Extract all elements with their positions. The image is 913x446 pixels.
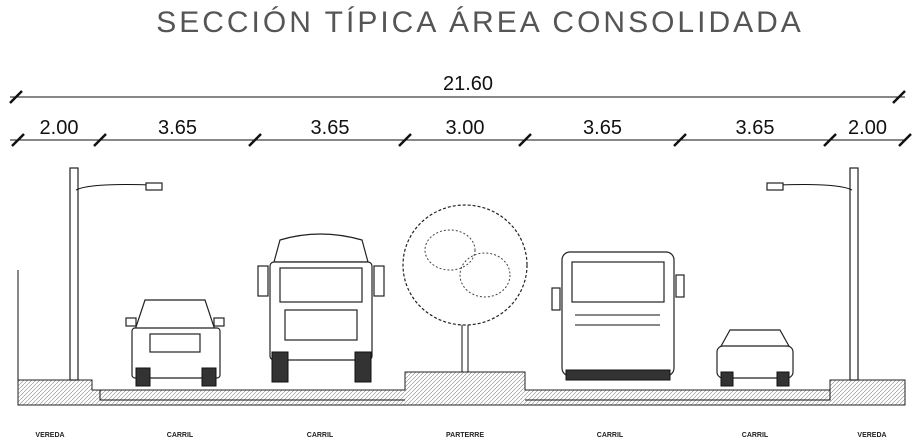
segment-labels: VEREDA CARRIL CARRIL PARTERRE CARRIL CARRIL VE… <box>35 432 886 439</box>
pickup <box>125 299 225 387</box>
street-light-left <box>69 167 163 381</box>
dimension-tick <box>673 133 687 147</box>
dimension-tick <box>898 133 912 147</box>
car <box>716 329 794 387</box>
segment-label: CARRIL <box>167 432 194 439</box>
segment-dimension: 2.00 <box>40 117 79 139</box>
total-label: 21.60 <box>443 73 493 95</box>
segment-dimension: 3.65 <box>583 117 622 139</box>
segment-dimension: 3.65 <box>158 117 197 139</box>
dimension-tick <box>11 133 25 147</box>
segment-label: CARRIL <box>597 432 624 439</box>
segment-dimensions: 2.00 3.65 3.65 3.00 3.65 3.65 2.00 <box>10 117 912 147</box>
tree <box>402 204 528 372</box>
dimension-tick <box>93 133 107 147</box>
bus <box>551 251 685 381</box>
segment-dimension: 3.00 <box>446 117 485 139</box>
ground <box>17 270 906 406</box>
segment-label: CARRIL <box>307 432 334 439</box>
segment-dimension: 2.00 <box>848 117 887 139</box>
dimension-tick <box>518 133 532 147</box>
segment-label: PARTERRE <box>446 432 484 439</box>
street-light-right <box>766 167 859 381</box>
dimension-tick <box>823 133 837 147</box>
total-dimension: 21.60 <box>9 73 906 104</box>
dimension-tick <box>398 133 412 147</box>
segment-dimension: 3.65 <box>736 117 775 139</box>
title: SECCIÓN TÍPICA ÁREA CONSOLIDADA <box>156 6 804 39</box>
segment-dimension: 3.65 <box>311 117 350 139</box>
segment-label: VEREDA <box>857 432 886 439</box>
segment-label: VEREDA <box>35 432 64 439</box>
segment-label: CARRIL <box>742 432 769 439</box>
dimension-tick <box>248 133 262 147</box>
truck <box>257 233 385 383</box>
